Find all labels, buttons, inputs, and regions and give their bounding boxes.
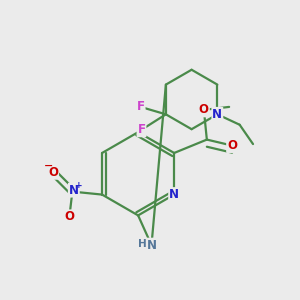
Text: O: O (48, 166, 58, 179)
Text: O: O (199, 103, 209, 116)
Text: N: N (69, 184, 79, 196)
Text: H: H (138, 239, 147, 249)
Text: F: F (137, 123, 146, 136)
Text: −: − (44, 161, 53, 171)
Text: F: F (136, 100, 145, 113)
Text: O: O (64, 210, 74, 224)
Text: N: N (169, 188, 179, 201)
Text: O: O (227, 139, 237, 152)
Text: +: + (75, 181, 83, 190)
Text: N: N (212, 108, 222, 121)
Text: N: N (146, 238, 157, 252)
